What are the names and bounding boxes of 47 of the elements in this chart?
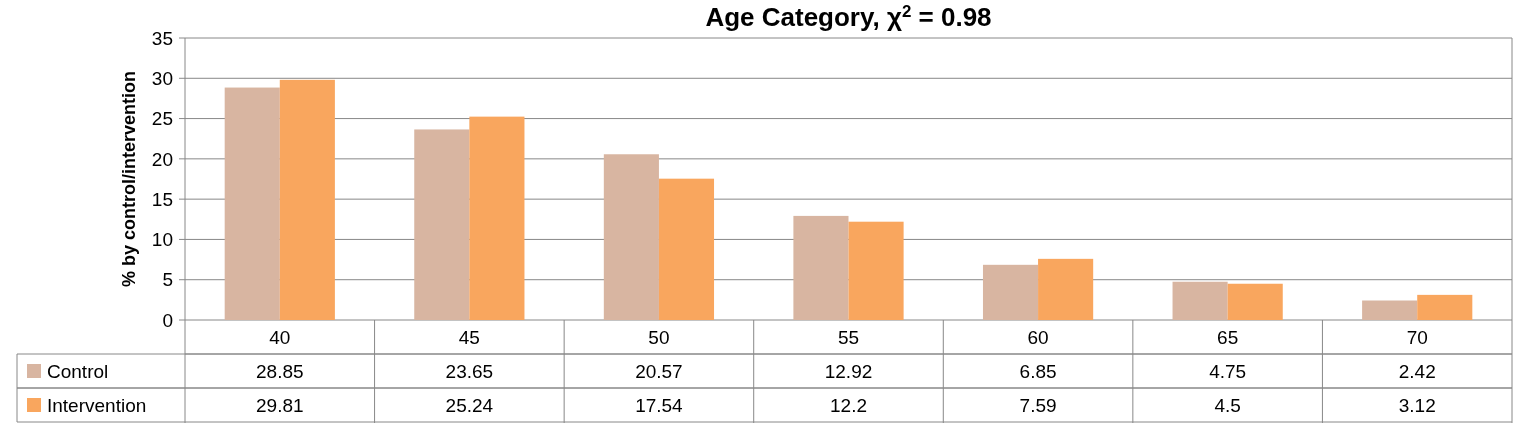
- y-tick-label: 10: [151, 229, 173, 251]
- data-label: 25.24: [445, 394, 494, 416]
- x-tick-label: 45: [458, 326, 480, 348]
- y-axis-title: % by control/intervention: [119, 70, 139, 288]
- bar: [793, 215, 849, 320]
- bar: [603, 154, 659, 320]
- x-tick-label: 40: [269, 326, 291, 348]
- x-tick-label: 50: [648, 326, 670, 348]
- data-label: 12.92: [824, 360, 873, 382]
- data-label: 4.5: [1214, 394, 1241, 416]
- data-label: 3.12: [1398, 394, 1436, 416]
- y-tick-label: 30: [151, 67, 173, 89]
- y-tick-label: 35: [151, 27, 173, 49]
- legend-label: Control: [47, 360, 109, 382]
- y-tick-label: 0: [162, 309, 173, 331]
- legend-label: Intervention: [47, 394, 147, 416]
- x-tick-label: 65: [1217, 326, 1239, 348]
- data-label: 29.81: [256, 394, 304, 416]
- data-label: 6.85: [1019, 360, 1057, 382]
- data-label: 20.57: [635, 360, 683, 382]
- bar: [279, 79, 335, 320]
- y-tick-label: 20: [151, 148, 173, 170]
- bar: [848, 221, 904, 320]
- data-label: 17.54: [635, 394, 684, 416]
- y-tick-label: 5: [162, 269, 173, 291]
- data-label: 28.85: [256, 360, 304, 382]
- x-tick-label: 55: [837, 326, 860, 348]
- data-label: 12.2: [830, 394, 867, 416]
- x-tick-label: 70: [1406, 326, 1428, 348]
- bar: [1172, 281, 1228, 320]
- bar: [658, 178, 715, 320]
- bar: [224, 87, 280, 320]
- bar: [982, 264, 1039, 320]
- bar: [1227, 283, 1283, 320]
- bar: [1362, 300, 1418, 320]
- data-label: 23.65: [445, 360, 494, 382]
- bar: [469, 116, 525, 320]
- x-tick-label: 60: [1027, 326, 1049, 348]
- y-tick-label: 15: [151, 188, 173, 210]
- data-label: 4.75: [1209, 360, 1247, 382]
- bar: [414, 129, 470, 320]
- chart-title: Age Category, χ$^{2}$ = 0.98: [705, 1, 992, 32]
- data-label: 2.42: [1398, 360, 1436, 382]
- bar: [1038, 258, 1094, 320]
- y-tick-label: 25: [151, 108, 173, 130]
- bar: [1417, 294, 1473, 320]
- data-label: 7.59: [1019, 394, 1057, 416]
